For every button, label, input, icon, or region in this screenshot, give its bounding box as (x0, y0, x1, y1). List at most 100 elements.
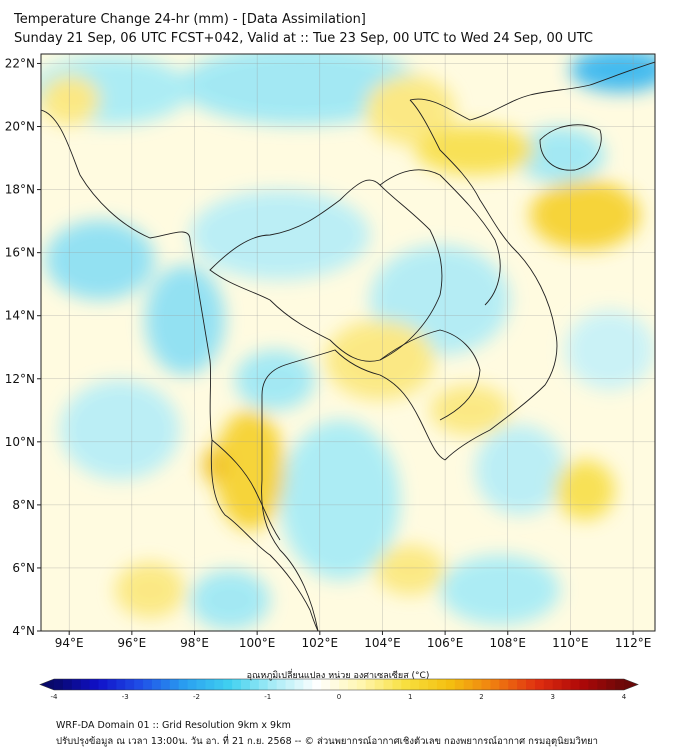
colorbar-tick-label: -2 (193, 693, 200, 701)
colorbar-segment (169, 679, 180, 690)
colorbar-segment (356, 679, 367, 690)
longitude-label: 106°E (427, 636, 464, 650)
colorbar-segment (526, 679, 536, 690)
laos-border (379, 169, 501, 306)
colorbar-segment (392, 679, 402, 690)
footer-model-info: WRF-DA Domain 01 :: Grid Resolution 9km … (56, 720, 291, 731)
colorbar-segment (552, 679, 563, 690)
graticule (41, 54, 655, 632)
colorbar-segment (205, 679, 215, 690)
colorbar-segment (481, 679, 492, 690)
colorbar-segment (285, 679, 296, 690)
colorbar-segment (597, 679, 607, 690)
colorbar-segment (258, 679, 269, 690)
latitude-label: 10°N (5, 435, 35, 449)
colorbar-max-extend (624, 679, 638, 690)
colorbar-segment (508, 679, 518, 690)
vietnam-coast (409, 99, 558, 461)
cambodia-border (379, 329, 481, 421)
colorbar-segment (588, 679, 598, 690)
colorbar-segment (579, 679, 589, 690)
colorbar-segment (606, 679, 616, 690)
latitude-label: 8°N (12, 498, 35, 512)
colorbar-segment (419, 679, 429, 690)
colorbar-segment (445, 679, 456, 690)
data-field (41, 54, 655, 631)
colorbar-segment (410, 679, 420, 690)
colorbar-tick-label: 1 (408, 693, 412, 701)
indochina-coast (41, 109, 319, 631)
colorbar-segment (463, 679, 474, 690)
colorbar-segment (543, 679, 554, 690)
longitude-label: 98°E (180, 636, 209, 650)
map-frame (40, 53, 656, 632)
colorbar-segment (401, 679, 411, 690)
colorbar-segment (428, 679, 438, 690)
colorbar-segment (294, 679, 304, 690)
colorbar-segment (125, 679, 135, 690)
latitude-label: 20°N (5, 120, 35, 134)
colorbar-tick-label: -4 (51, 693, 59, 701)
thailand-border (209, 179, 443, 362)
colorbar-segment (490, 679, 500, 690)
colorbar-segment (276, 679, 287, 690)
colorbar-segment (330, 679, 340, 690)
colorbar-segment (232, 679, 242, 690)
malay-peninsula (211, 439, 281, 541)
colorbar-segment (187, 679, 198, 690)
colorbar-segment (561, 679, 572, 690)
colorbar-segment (454, 679, 465, 690)
latitude-label: 16°N (5, 246, 35, 260)
colorbar-segment (116, 679, 126, 690)
colorbar-segment (339, 679, 349, 690)
map-subtitle: Sunday 21 Sep, 06 UTC FCST+042, Valid at… (14, 31, 593, 46)
colorbar-segment (89, 679, 100, 690)
colorbar-segment (196, 679, 207, 690)
colorbar-tick-label: 2 (479, 693, 483, 701)
colorbar-segment (214, 679, 224, 690)
colorbar-segment (499, 679, 509, 690)
colorbar-segment (98, 679, 109, 690)
colorbar-segment (80, 679, 91, 690)
latitude-label: 18°N (5, 183, 35, 197)
hainan (539, 124, 602, 171)
latitude-label: 22°N (5, 56, 35, 70)
colorbar-tick-label: 4 (622, 693, 627, 701)
colorbar-segment (223, 679, 233, 690)
colorbar-min-extend (40, 679, 54, 690)
colorbar-segment (374, 679, 385, 690)
colorbar-tick-label: -1 (264, 693, 271, 701)
colorbar-segment (534, 679, 545, 690)
colorbar-segment (472, 679, 483, 690)
colorbar-segment (178, 679, 189, 690)
footer-credit: ปรับปรุงข้อมูล ณ เวลา 13:00น. วัน อา. ที… (56, 736, 598, 747)
colorbar (39, 678, 639, 691)
latitude-label: 12°N (5, 372, 35, 386)
colorbar-segment (321, 679, 331, 690)
china-coast (409, 61, 655, 121)
latitude-labels: 22°N 20°N 18°N 16°N 14°N 12°N 10°N 8°N 6°N 4°N (5, 56, 41, 638)
latitude-label: 6°N (12, 561, 35, 575)
colorbar-tick-label: -3 (122, 693, 129, 701)
colorbar-segment (615, 679, 625, 690)
colorbar-ticks: -4 -3 -2 -1 0 1 2 3 4 (51, 693, 627, 701)
colorbar-outline (39, 678, 639, 691)
longitude-label: 94°E (55, 636, 84, 650)
gulf-of-thailand-coast (261, 349, 446, 631)
longitude-label: 100°E (239, 636, 276, 650)
coastlines (41, 61, 655, 631)
colorbar-segment (303, 679, 313, 690)
map-title: Temperature Change 24-hr (mm) - [Data As… (14, 12, 366, 27)
colorbar-segment (160, 679, 171, 690)
colorbar-segment (62, 679, 73, 690)
longitude-label: 102°E (302, 636, 339, 650)
colorbar-segment (71, 679, 82, 690)
colorbar-tick-label: 3 (551, 693, 555, 701)
colorbar-segment (383, 679, 394, 690)
colorbar-segment (436, 679, 447, 690)
colorbar-segment (107, 679, 117, 690)
longitude-label: 104°E (364, 636, 401, 650)
latitude-label: 14°N (5, 309, 35, 323)
colorbar-segment (143, 679, 153, 690)
